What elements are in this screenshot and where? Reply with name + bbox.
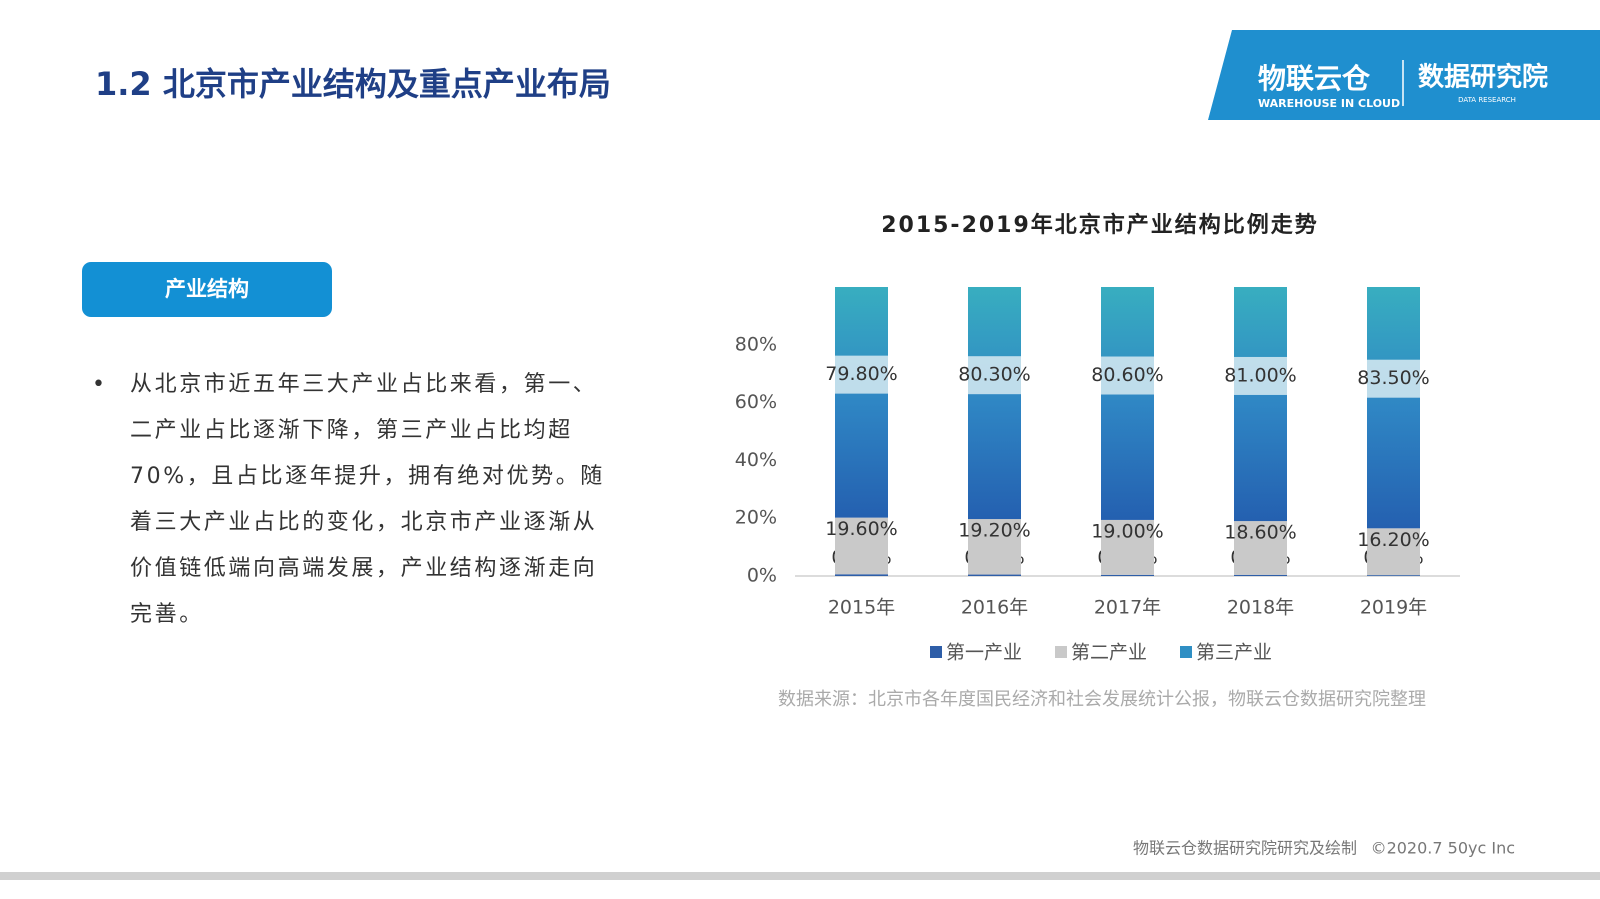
value-label: 16.20% (1357, 529, 1429, 551)
y-tick-label: 80% (735, 333, 777, 355)
legend-swatch (1180, 646, 1192, 658)
chart-source: 数据来源：北京市各年度国民经济和社会发展统计公报，物联云仓数据研究院整理 (778, 689, 1426, 710)
footer-copyright: ©2020.7 50yc Inc (1371, 839, 1515, 858)
chart-title: 2015-2019年北京市产业结构比例走势 (881, 212, 1319, 238)
logo-dept-sub: DATA RESEARCH (1458, 96, 1516, 104)
legend-label: 第二产业 (1071, 642, 1147, 664)
bar-segment (1101, 287, 1154, 520)
value-label: 18.60% (1224, 522, 1296, 544)
footer-band (0, 872, 1600, 880)
label-box (1234, 356, 1287, 395)
slide-title: 1.2 北京市产业结构及重点产业布局 (95, 65, 611, 103)
legend-label: 第三产业 (1196, 642, 1272, 664)
value-label: 19.00% (1091, 520, 1163, 542)
footer-credit: 物联云仓数据研究院研究及绘制 (1133, 839, 1357, 858)
label-box (1367, 359, 1420, 398)
bar-segment (835, 517, 888, 575)
label-box (968, 356, 1021, 395)
value-label: 79.80% (825, 363, 897, 385)
paragraph: 从北京市近五年三大产业占比来看，第一、二产业占比逐渐下降，第三产业占比均超70%… (130, 372, 605, 627)
bar-segment (835, 287, 888, 518)
logo-band (1208, 30, 1600, 120)
logo-sub: WAREHOUSE IN CLOUD (1258, 97, 1400, 110)
logo-dept: 数据研究院 (1418, 62, 1548, 93)
bullet: • (92, 372, 105, 397)
legend-label: 第一产业 (946, 642, 1022, 664)
bar-segment (1367, 287, 1420, 529)
legend-swatch (930, 646, 942, 658)
bar-segment (1234, 287, 1287, 522)
bar-segment (1101, 574, 1154, 576)
y-tick-label: 0% (747, 565, 777, 587)
y-tick-label: 60% (735, 391, 777, 413)
label-box (1101, 356, 1154, 395)
x-tick-label: 2015年 (828, 597, 895, 619)
bar-segment (968, 287, 1021, 520)
legend-swatch (1055, 646, 1067, 658)
value-label: 80.60% (1091, 364, 1163, 386)
bar-segment (1234, 574, 1287, 576)
bar-segment (1367, 528, 1420, 576)
section-button (82, 262, 332, 317)
logo-name: 物联云仓 (1258, 62, 1371, 95)
x-tick-label: 2017年 (1094, 597, 1161, 619)
y-tick-label: 20% (735, 507, 777, 529)
x-tick-label: 2019年 (1360, 597, 1427, 619)
value-label: 81.00% (1224, 364, 1296, 386)
value-label: 19.60% (825, 518, 897, 540)
bar-segment (835, 574, 888, 576)
bar-segment (968, 519, 1021, 575)
y-tick-label: 40% (735, 449, 777, 471)
label-box (835, 355, 888, 394)
bar-segment (1234, 521, 1287, 575)
value-label: 80.30% (958, 364, 1030, 386)
value-label: 19.20% (958, 520, 1030, 542)
bar-segment (1367, 575, 1420, 576)
x-tick-label: 2016年 (961, 597, 1028, 619)
bar-segment (1101, 519, 1154, 575)
x-tick-label: 2018年 (1227, 597, 1294, 619)
value-label: 83.50% (1357, 367, 1429, 389)
bar-segment (968, 574, 1021, 576)
section-button-label: 产业结构 (165, 277, 249, 301)
